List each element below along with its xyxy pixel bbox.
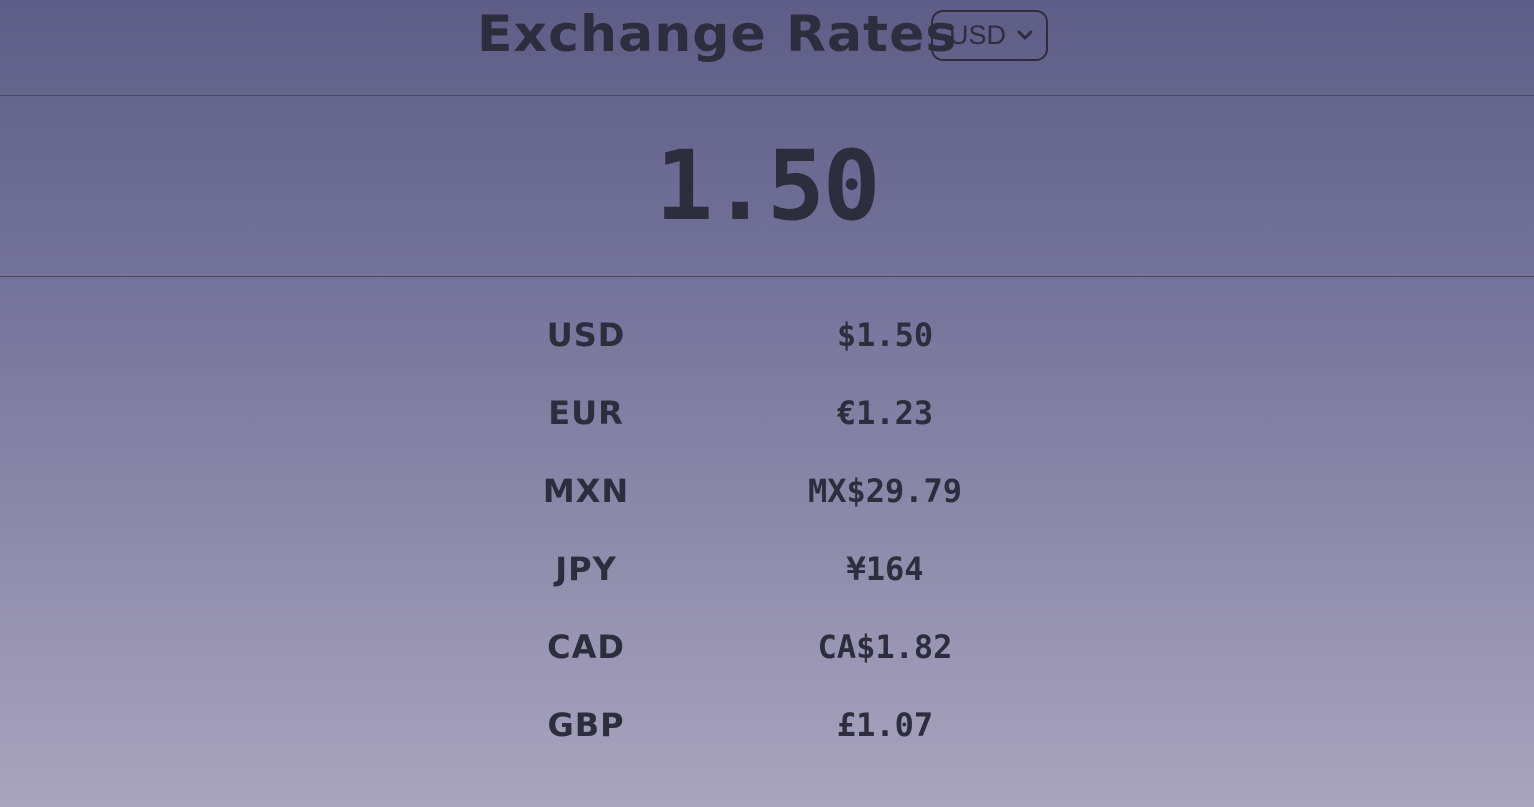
rate-code: MXN [542, 472, 630, 510]
rate-code: JPY [555, 550, 617, 588]
rate-row-cad: CAD CA$1.82 [0, 608, 1534, 686]
currency-select[interactable]: USD [931, 10, 1048, 61]
rate-value: MX$29.79 [807, 472, 963, 510]
rate-value: CA$1.82 [817, 628, 953, 666]
rate-row-usd: USD $1.50 [0, 296, 1534, 374]
rate-value: ¥164 [846, 550, 924, 588]
rate-code: USD [546, 316, 626, 354]
rate-code: EUR [548, 394, 624, 432]
amount-display: 1.50 [655, 130, 880, 242]
rate-code: GBP [547, 706, 625, 744]
rate-row-jpy: JPY ¥164 [0, 530, 1534, 608]
title-wrap: Exchange Rates [477, 0, 956, 68]
rate-value: £1.07 [836, 706, 934, 744]
rate-value: $1.50 [836, 316, 934, 354]
rate-row-mxn: MXN MX$29.79 [0, 452, 1534, 530]
rate-code: CAD [547, 628, 625, 666]
rate-row-gbp: GBP £1.07 [0, 686, 1534, 764]
header: Exchange Rates USD [0, 0, 1534, 96]
page-title: Exchange Rates [477, 5, 958, 63]
rate-row-eur: EUR €1.23 [0, 374, 1534, 452]
amount-section: 1.50 [0, 96, 1534, 277]
rate-value: €1.23 [836, 394, 934, 432]
currency-select-value: USD [949, 20, 1007, 50]
chevron-down-icon [1017, 30, 1033, 40]
